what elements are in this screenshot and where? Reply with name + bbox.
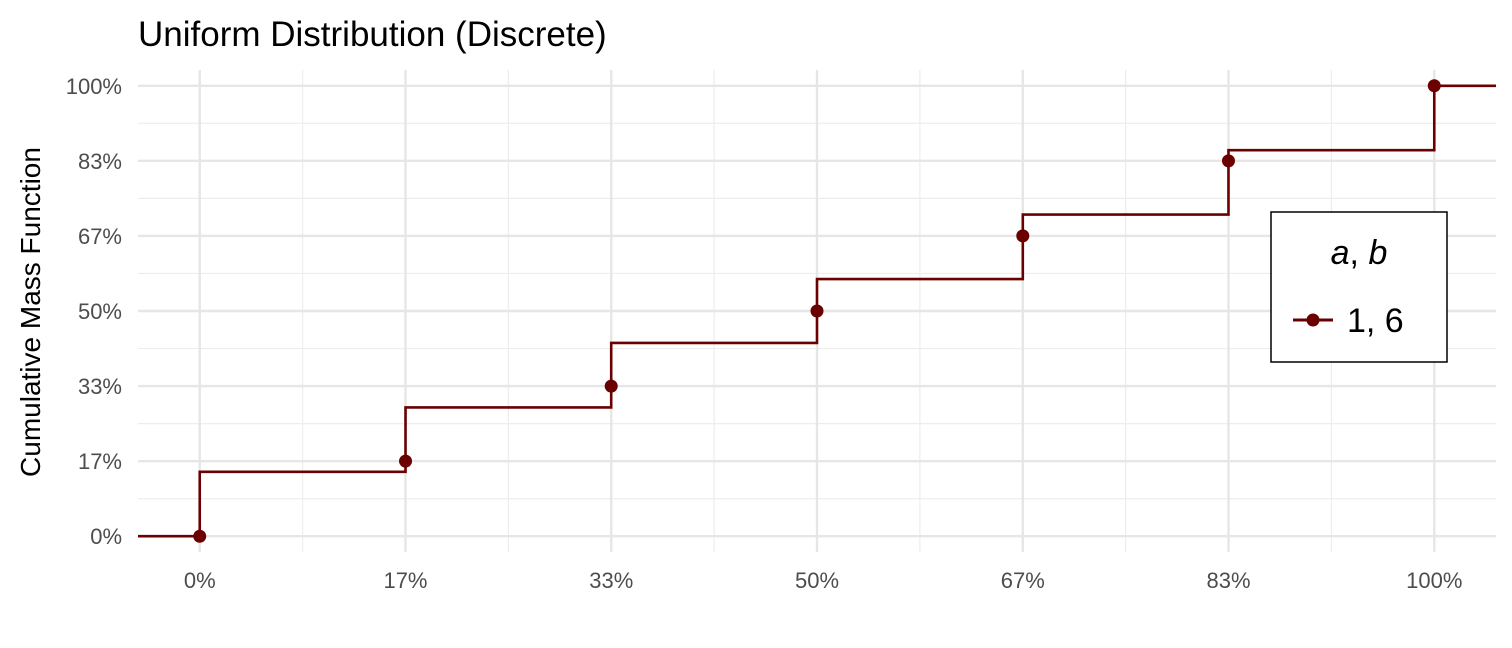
y-tick-label: 83%	[78, 149, 122, 174]
y-tick-label: 100%	[66, 74, 122, 99]
legend-box	[1270, 211, 1448, 363]
data-point	[1427, 79, 1441, 93]
y-axis-title: Cumulative Mass Function	[15, 147, 46, 477]
data-point	[810, 304, 824, 318]
legend-title: a, b	[1331, 234, 1388, 272]
data-point	[193, 529, 207, 543]
series-layer	[138, 79, 1496, 543]
x-tick-label: 17%	[383, 568, 427, 593]
data-point	[399, 454, 413, 468]
legend-title-b: b	[1368, 234, 1387, 272]
y-tick-label: 0%	[90, 524, 122, 549]
data-point	[604, 379, 618, 393]
x-tick-label: 0%	[184, 568, 216, 593]
data-point	[1016, 229, 1030, 243]
x-tick-label: 33%	[589, 568, 633, 593]
chart-title: Uniform Distribution (Discrete)	[138, 15, 607, 54]
legend-label: 1, 6	[1347, 302, 1404, 340]
x-tick-label: 50%	[795, 568, 839, 593]
y-axis: 0% 17% 33% 50% 67% 83% 100%	[66, 74, 122, 549]
data-point	[1221, 154, 1235, 168]
y-tick-label: 50%	[78, 299, 122, 324]
legend-key-marker	[1306, 313, 1320, 327]
legend-title-a: a	[1331, 234, 1350, 272]
y-tick-label: 33%	[78, 374, 122, 399]
y-tick-label: 67%	[78, 224, 122, 249]
x-axis: 0% 17% 33% 50% 67% 83% 100%	[184, 568, 1463, 593]
y-tick-label: 17%	[78, 449, 122, 474]
legend-title-sep: ,	[1350, 234, 1369, 272]
x-tick-label: 100%	[1406, 568, 1462, 593]
x-tick-label: 83%	[1206, 568, 1250, 593]
x-tick-label: 67%	[1001, 568, 1045, 593]
legend: a, b 1, 6	[1270, 211, 1448, 363]
